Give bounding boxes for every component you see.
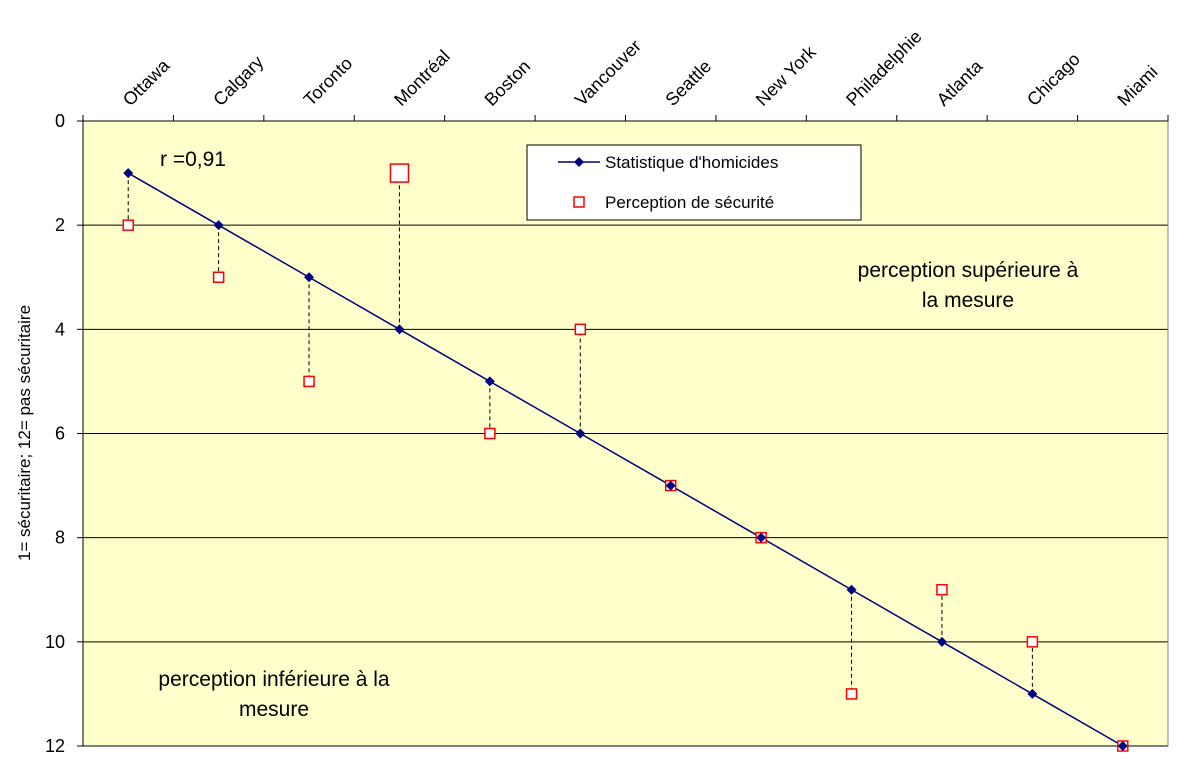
homicide-marker-7 bbox=[756, 532, 767, 543]
y-axis-title: 1= sécuritaire; 12= pas sécuritaire bbox=[15, 305, 34, 561]
y-tick-label-0: 0 bbox=[55, 111, 65, 131]
perception-marker-10 bbox=[1026, 636, 1039, 648]
series-line-homicides bbox=[127, 172, 1124, 747]
y-tick-label-8: 8 bbox=[55, 528, 65, 548]
below-annotation-line-2: mesure bbox=[239, 698, 309, 721]
legend-square-swatch bbox=[573, 196, 585, 208]
x-category-label-vancouver: Vancouver bbox=[571, 36, 645, 110]
perception-marker-1 bbox=[212, 271, 225, 283]
y-tick-label-4: 4 bbox=[55, 319, 65, 339]
x-category-label-seattle: Seattle bbox=[661, 56, 715, 110]
perception-marker-5 bbox=[574, 323, 587, 336]
x-category-label-atlanta: Atlanta bbox=[933, 55, 987, 109]
legend-label-homicides: Statistique d'homicides bbox=[605, 153, 778, 172]
perception-marker-4 bbox=[484, 427, 496, 440]
homicide-marker-10 bbox=[1027, 688, 1038, 699]
x-category-label-calgary: Calgary bbox=[209, 52, 267, 110]
perception-marker-8 bbox=[845, 688, 858, 700]
legend: Statistique d'homicides Perception de sé… bbox=[526, 144, 862, 221]
series bbox=[122, 163, 1129, 752]
homicide-marker-1 bbox=[213, 220, 224, 231]
annotations: r =0,91 perception supérieure à la mesur… bbox=[158, 148, 1078, 721]
difference-connectors bbox=[127, 173, 1033, 694]
x-category-label-boston: Boston bbox=[481, 56, 535, 110]
gridlines bbox=[83, 224, 1168, 643]
below-annotation-line-1: perception inférieure à la bbox=[158, 668, 389, 691]
correlation-annotation: r =0,91 bbox=[160, 148, 226, 171]
homicide-marker-3 bbox=[394, 324, 405, 335]
homicide-marker-11 bbox=[1117, 741, 1128, 751]
homicide-marker-5 bbox=[575, 428, 586, 439]
above-annotation-line-2: la mesure bbox=[922, 289, 1014, 312]
y-tick-label-2: 2 bbox=[55, 215, 65, 235]
x-category-label-ottawa: Ottawa bbox=[119, 55, 174, 110]
perception-marker-9 bbox=[936, 584, 948, 596]
y-tick-label-6: 6 bbox=[55, 424, 65, 444]
homicide-marker-0 bbox=[123, 168, 134, 179]
x-category-label-montr-al: Montréal bbox=[390, 46, 454, 110]
x-category-label-philadelphie: Philadelphie bbox=[842, 26, 925, 109]
x-category-label-miami: Miami bbox=[1113, 62, 1161, 110]
perception-marker-3 bbox=[389, 163, 410, 183]
x-category-label-toronto: Toronto bbox=[300, 53, 357, 110]
homicide-marker-4 bbox=[484, 376, 495, 387]
y-tick-label-12: 12 bbox=[45, 736, 65, 756]
legend-diamond-swatch bbox=[574, 157, 584, 167]
x-category-label-new-york: New York bbox=[752, 41, 821, 110]
homicide-marker-8 bbox=[846, 584, 857, 595]
y-tick-label-10: 10 bbox=[45, 632, 65, 652]
homicide-marker-6 bbox=[665, 480, 676, 491]
homicide-marker-2 bbox=[304, 272, 315, 283]
legend-label-perception: Perception de sécurité bbox=[605, 193, 774, 212]
perception-marker-0 bbox=[122, 219, 134, 231]
homicide-marker-9 bbox=[936, 636, 947, 647]
x-category-label-chicago: Chicago bbox=[1023, 49, 1084, 110]
above-annotation-line-1: perception supérieure à bbox=[858, 259, 1079, 282]
perception-marker-2 bbox=[303, 375, 315, 388]
